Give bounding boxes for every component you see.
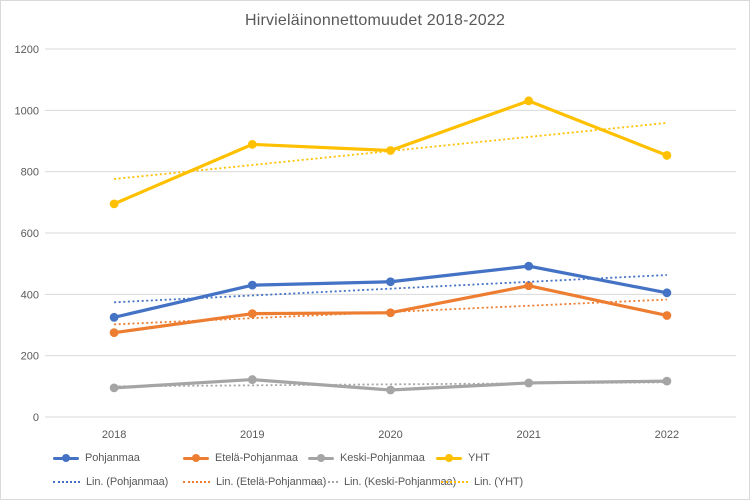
data-point-etela-pohjanmaa [247,309,257,319]
data-point-pohjanmaa [662,288,672,298]
data-point-keski-pohjanmaa [109,383,119,393]
legend-item-pohjanmaa: Pohjanmaa [53,451,140,465]
data-point-yht [109,199,119,209]
y-axis-tick-label: 600 [21,228,39,240]
y-axis-tick-label: 400 [21,289,39,301]
data-point-keski-pohjanmaa [247,375,257,384]
legend-label-lin-pohjanmaa: Lin. (Pohjanmaa) [86,476,169,488]
y-axis-tick-label: 0 [33,412,39,424]
x-axis-tick-label: 2022 [655,429,679,441]
legend-label-keski-pohjanmaa: Keski-Pohjanmaa [340,452,425,464]
trendline-pohjanmaa [114,274,667,304]
data-point-yht [524,96,534,106]
trendline-yht [114,122,667,180]
trendline-etela-pohjanmaa [114,298,667,326]
data-point-pohjanmaa [109,312,119,322]
data-point-yht [247,139,257,149]
legend-item-yht: YHT [436,451,490,465]
data-point-keski-pohjanmaa [662,376,672,386]
legend-item-lin-pohjanmaa: Lin. (Pohjanmaa) [53,475,168,489]
data-point-pohjanmaa [247,280,257,290]
legend-label-yht: YHT [468,452,490,464]
y-axis-tick-label: 800 [21,167,39,179]
legend-item-lin-yht: Lin. (YHT) [441,475,523,489]
data-point-pohjanmaa [524,261,534,271]
data-point-etela-pohjanmaa [524,281,534,291]
x-axis-tick-label: 2018 [102,429,126,441]
x-axis-tick-label: 2020 [378,429,402,441]
legend-label-pohjanmaa: Pohjanmaa [85,452,140,464]
legend-swatch-yht [436,454,462,462]
x-axis-tick-label: 2021 [516,429,540,441]
legend-label-lin-yht: Lin. (YHT) [474,476,524,488]
data-point-pohjanmaa [386,277,395,287]
legend-swatch-lin-keski-pohjanmaa [311,481,338,483]
legend-item-lin-keski-pohjanmaa: Lin. (Keski-Pohjanmaa) [311,475,456,489]
y-axis-tick-label: 1200 [15,44,39,56]
legend-label-etela-pohjanmaa: Etelä-Pohjanmaa [215,452,298,464]
trendline-keski-pohjanmaa [114,381,667,388]
legend-swatch-lin-etela-pohjanmaa [183,481,210,483]
legend-swatch-lin-pohjanmaa [53,481,80,483]
data-point-etela-pohjanmaa [662,311,672,320]
data-point-yht [662,151,672,160]
legend-label-lin-keski-pohjanmaa: Lin. (Keski-Pohjanmaa) [344,476,457,488]
legend-item-keski-pohjanmaa: Keski-Pohjanmaa [308,451,425,465]
chart-title: Hirvieläinonnettomuudet 2018-2022 [244,12,506,29]
legend-swatch-lin-yht [441,481,468,483]
legend-swatch-keski-pohjanmaa [308,454,334,462]
legend-item-etela-pohjanmaa: Etelä-Pohjanmaa [183,451,298,465]
y-axis-tick-label: 200 [21,351,39,363]
legend-swatch-etela-pohjanmaa [183,454,209,462]
data-point-keski-pohjanmaa [386,385,395,395]
legend-item-lin-etela-pohjanmaa: Lin. (Etelä-Pohjanmaa) [183,475,326,489]
x-axis-tick-label: 2019 [240,429,264,441]
legend-label-lin-etela-pohjanmaa: Lin. (Etelä-Pohjanmaa) [216,476,327,488]
y-axis-tick-label: 1000 [15,105,39,117]
legend-swatch-pohjanmaa [53,454,79,462]
data-point-etela-pohjanmaa [109,328,119,338]
plot-area: 0 200 400 600 800 1000 1200 2018 2019 2020 2021 202… [15,44,736,441]
